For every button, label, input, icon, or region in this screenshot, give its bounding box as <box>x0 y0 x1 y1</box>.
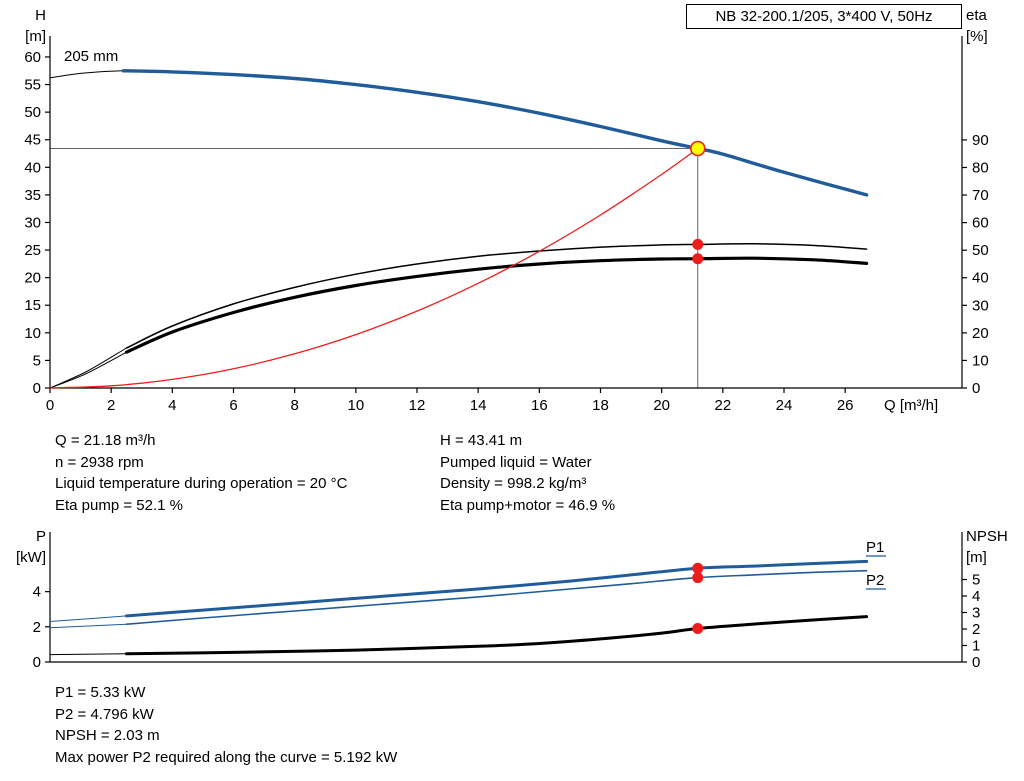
x-tick-label: 4 <box>168 397 176 414</box>
y-right-tick-label: 40 <box>972 270 989 287</box>
y-left-tick-label: 0 <box>33 654 41 671</box>
y-right-tick-label: 1 <box>972 638 980 655</box>
x-tick-label: 14 <box>470 397 487 414</box>
qh-curve-205mm <box>121 69 869 197</box>
x-tick-label: 16 <box>531 397 548 414</box>
operating-point-info-left: Q = 21.18 m³/h n = 2938 rpm Liquid tempe… <box>55 430 347 516</box>
y-left-tick-label: 4 <box>33 584 41 601</box>
eta-pump-motor-marker <box>692 253 704 265</box>
p2-curve-ext <box>49 623 127 629</box>
y-left-axis-title: H <box>35 7 46 24</box>
head-line: H = 43.41 m <box>440 432 523 449</box>
y-right-tick-label: 3 <box>972 605 980 622</box>
p1-marker <box>692 562 704 574</box>
y-right-tick-label: 5 <box>972 572 980 589</box>
eta-pump-motor-curve-ext <box>49 351 127 389</box>
y-right-tick-label: 0 <box>972 380 980 397</box>
operating-point-info-right: H = 43.41 m Pumped liquid = Water Densit… <box>440 430 615 516</box>
npsh-line: NPSH = 2.03 m <box>55 727 160 744</box>
y-right-tick-label: 70 <box>972 187 989 204</box>
x-tick-label: 6 <box>229 397 237 414</box>
x-tick-label: 20 <box>653 397 670 414</box>
y-left-tick-label: 10 <box>24 325 41 342</box>
liquid-temp-line: Liquid temperature during operation = 20… <box>55 475 348 492</box>
y-left-tick-label: 45 <box>24 132 41 149</box>
npsh-marker <box>692 623 704 635</box>
eta-pump-curve-ext <box>49 347 127 389</box>
x-tick-label: 8 <box>290 397 298 414</box>
y-left-tick-label: 30 <box>24 214 41 231</box>
x-tick-label: 22 <box>714 397 731 414</box>
impeller-diameter-label: 205 mm <box>64 48 118 65</box>
y-left-axis-title: P <box>36 528 46 545</box>
qh-eta-chart: 0510152025303540455055600102030405060708… <box>24 7 988 414</box>
y-left-axis-title: [m] <box>25 28 46 45</box>
y-right-tick-label: 10 <box>972 352 989 369</box>
y-left-tick-label: 55 <box>24 77 41 94</box>
eta-pump-curve <box>125 243 868 349</box>
x-tick-label: 0 <box>46 397 54 414</box>
power-npsh-info: P1 = 5.33 kW P2 = 4.796 kW NPSH = 2.03 m… <box>55 682 397 768</box>
npsh-curve-ext <box>49 653 127 656</box>
eta-pump-marker <box>692 238 704 250</box>
system-curve <box>49 147 699 389</box>
npsh-curve <box>125 615 869 656</box>
max-power-line: Max power P2 required along the curve = … <box>55 748 398 766</box>
p2-line: P2 = 4.796 kW <box>55 705 154 723</box>
y-left-tick-label: 60 <box>24 49 41 66</box>
y-right-tick-label: 50 <box>972 242 989 259</box>
y-left-tick-label: 40 <box>24 159 41 176</box>
eta-pump-motor-curve <box>124 256 869 354</box>
p2-curve <box>125 569 868 625</box>
x-tick-label: 12 <box>409 397 426 414</box>
y-right-tick-label: 4 <box>972 588 980 605</box>
qh-curve-ext <box>49 70 124 79</box>
x-tick-label: 26 <box>837 397 854 414</box>
y-right-tick-label: 90 <box>972 132 989 149</box>
y-left-tick-label: 25 <box>24 242 41 259</box>
flow-line: Q = 21.18 m³/h <box>55 432 156 449</box>
y-left-tick-label: 20 <box>24 270 41 287</box>
p2-label: P2 <box>866 572 884 589</box>
x-tick-label: 24 <box>776 397 793 414</box>
p1-curve-ext <box>49 615 127 622</box>
y-right-tick-label: 20 <box>972 325 989 342</box>
p1-curve <box>125 559 869 618</box>
p1-label: P1 <box>866 539 884 556</box>
x-tick-label: 10 <box>347 397 364 414</box>
y-left-tick-label: 50 <box>24 104 41 121</box>
pump-model-title: NB 32-200.1/205, 3*400 V, 50Hz <box>686 4 962 29</box>
y-right-tick-label: 0 <box>972 654 980 671</box>
x-tick-label: 2 <box>107 397 115 414</box>
y-right-axis-title: eta <box>966 7 988 24</box>
y-right-tick-label: 80 <box>972 159 989 176</box>
y-left-tick-label: 35 <box>24 187 41 204</box>
density-line: Density = 998.2 kg/m³ <box>440 475 587 492</box>
duty-point-marker <box>689 140 706 157</box>
y-right-tick-label: 30 <box>972 297 989 314</box>
y-left-tick-label: 5 <box>33 352 41 369</box>
y-right-axis-title: [m] <box>966 549 987 566</box>
p2-marker <box>692 572 704 584</box>
speed-line: n = 2938 rpm <box>55 453 144 471</box>
eta-pump-line: Eta pump = 52.1 % <box>55 496 183 514</box>
p1-line: P1 = 5.33 kW <box>55 684 146 701</box>
eta-pump-motor-line: Eta pump+motor = 46.9 % <box>440 496 616 514</box>
y-left-tick-label: 15 <box>24 297 41 314</box>
y-right-tick-label: 60 <box>972 215 989 232</box>
y-left-tick-label: 0 <box>33 380 41 397</box>
y-left-axis-title: [kW] <box>16 549 46 566</box>
y-left-tick-label: 2 <box>33 619 41 636</box>
y-right-axis-title: [%] <box>966 28 988 45</box>
y-right-axis-title: NPSH <box>966 528 1008 545</box>
y-right-tick-label: 2 <box>972 621 980 638</box>
x-axis-title: Q [m³/h] <box>884 397 938 414</box>
x-tick-label: 18 <box>592 397 609 414</box>
pumped-liquid-line: Pumped liquid = Water <box>440 453 592 471</box>
